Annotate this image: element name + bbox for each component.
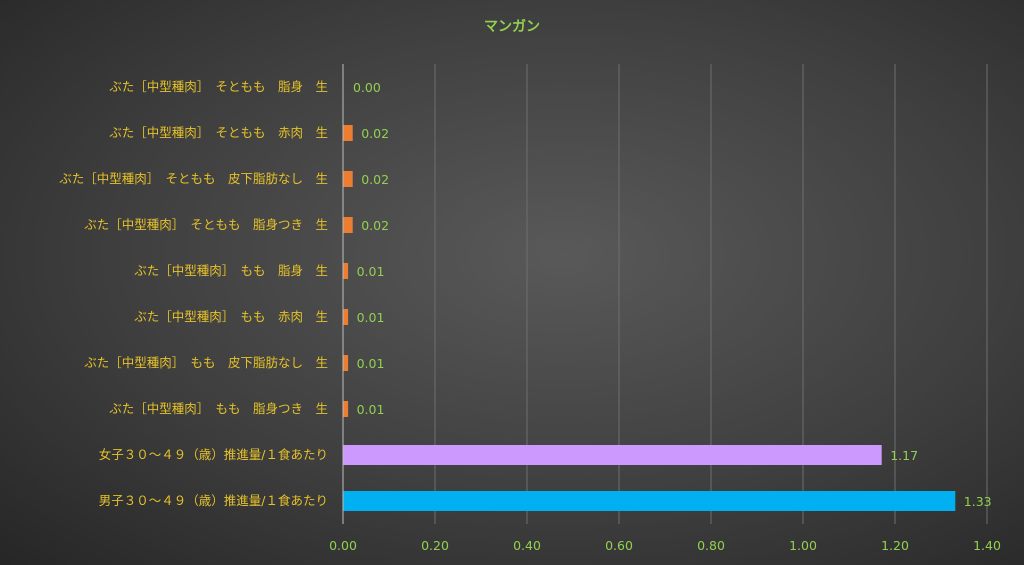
category-label: ぶた［中型種肉］ そともも 脂身つき 生	[84, 217, 328, 232]
bar	[343, 445, 882, 465]
bar	[343, 491, 956, 511]
data-label: 0.00	[353, 80, 381, 95]
bar	[343, 125, 353, 141]
data-label: 0.02	[361, 126, 389, 141]
category-label: ぶた［中型種肉］ そともも 赤肉 生	[109, 125, 328, 140]
data-label: 0.01	[357, 356, 385, 371]
x-tick-label: 0.00	[329, 538, 357, 553]
x-tick-label: 1.20	[881, 538, 909, 553]
bars	[343, 125, 956, 511]
bar	[343, 355, 349, 371]
data-label: 0.02	[361, 218, 389, 233]
bar	[343, 309, 349, 325]
category-label: 男子３０～４９（歳）推進量/１食あたり	[99, 493, 328, 508]
category-label: ぶた［中型種肉］ そともも 皮下脂肪なし 生	[59, 171, 328, 186]
category-label: ぶた［中型種肉］ もも 皮下脂肪なし 生	[84, 355, 328, 370]
data-labels: 0.00 0.02 0.02 0.02 0.01 0.01 0.01 0.01 1.17 1.33	[353, 80, 992, 509]
bar	[343, 263, 349, 279]
x-tick-label: 0.60	[605, 538, 633, 553]
x-tick-label: 1.40	[973, 538, 1001, 553]
bar	[343, 401, 349, 417]
data-label: 0.01	[357, 264, 385, 279]
x-tick-label: 1.00	[789, 538, 817, 553]
data-label: 1.17	[890, 448, 918, 463]
data-label: 0.01	[357, 402, 385, 417]
category-label: 女子３０～４９（歳）推進量/１食あたり	[99, 447, 328, 462]
bar	[343, 171, 353, 187]
data-label: 0.01	[357, 310, 385, 325]
x-tick-label: 0.20	[421, 538, 449, 553]
category-label: ぶた［中型種肉］ もも 脂身 生	[134, 263, 328, 278]
chart-title: マンガン	[484, 19, 540, 35]
data-label: 1.33	[964, 494, 992, 509]
x-tick-label: 0.80	[697, 538, 725, 553]
category-label: ぶた［中型種肉］ もも 赤肉 生	[134, 309, 328, 324]
x-tick-label: 0.40	[513, 538, 541, 553]
data-label: 0.02	[361, 172, 389, 187]
x-axis-tick-labels: 0.00 0.20 0.40 0.60 0.80 1.00 1.20 1.40	[329, 538, 1001, 553]
category-label: ぶた［中型種肉］ もも 脂身つき 生	[109, 401, 328, 416]
category-labels: ぶた［中型種肉］ そともも 脂身 生ぶた［中型種肉］ そともも 赤肉 生ぶた［中…	[59, 79, 328, 508]
gridlines	[342, 64, 988, 524]
category-label: ぶた［中型種肉］ そともも 脂身 生	[109, 79, 328, 94]
bar	[343, 217, 353, 233]
